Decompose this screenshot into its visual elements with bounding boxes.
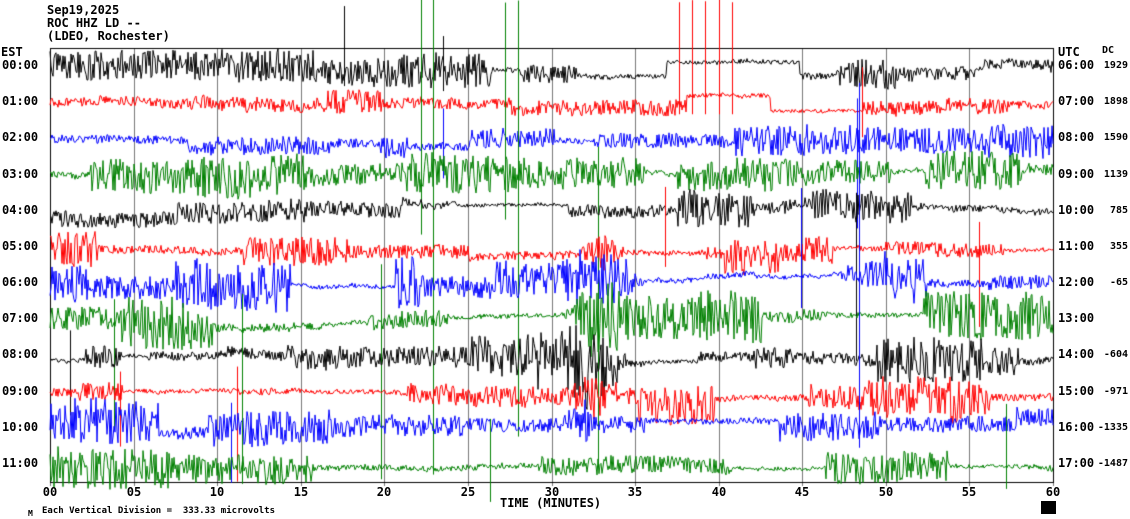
x-tick-label: 35 — [627, 485, 643, 499]
station-label: ROC HHZ LD -- — [47, 16, 141, 30]
x-tick-label: 30 — [544, 485, 560, 499]
utc-hour-label: 08:00 — [1058, 130, 1095, 144]
est-hour-label: 03:00 — [2, 167, 39, 181]
utc-hour-label: 06:00 — [1058, 58, 1095, 72]
utc-hour-label: 07:00 — [1058, 94, 1095, 108]
utc-hour-label: 17:00 — [1058, 456, 1095, 470]
scale-note: Each Vertical Division = 333.33 microvol… — [42, 506, 275, 516]
corner-block — [1041, 501, 1056, 514]
dc-value-label: 1139 — [1103, 169, 1128, 180]
dc-value-label: -1487 — [1097, 458, 1128, 469]
utc-hour-label: 09:00 — [1058, 167, 1095, 181]
x-axis-title: TIME (MINUTES) — [500, 496, 602, 510]
x-tick-label: 20 — [376, 485, 392, 499]
est-hour-label: 02:00 — [2, 130, 39, 144]
x-tick-label: 45 — [794, 485, 810, 499]
dc-value-label: -65 — [1109, 277, 1128, 288]
dc-value-label: -604 — [1103, 349, 1128, 360]
utc-hour-label: 13:00 — [1058, 311, 1095, 325]
est-hour-label: 10:00 — [2, 420, 39, 434]
x-tick-label: 40 — [711, 485, 727, 499]
x-tick-label: 05 — [126, 485, 142, 499]
est-hour-label: 06:00 — [2, 275, 39, 289]
est-axis-label: EST — [1, 45, 23, 59]
x-tick-label: 60 — [1045, 485, 1061, 499]
x-tick-label: 10 — [209, 485, 225, 499]
x-tick-label: 50 — [878, 485, 894, 499]
x-tick-label: 55 — [961, 485, 977, 499]
x-tick-label: 15 — [293, 485, 309, 499]
utc-hour-label: 15:00 — [1058, 384, 1095, 398]
utc-hour-label: 16:00 — [1058, 420, 1095, 434]
dc-value-label: -1335 — [1097, 422, 1128, 433]
dc-value-label: 1898 — [1103, 96, 1128, 107]
utc-hour-label: 14:00 — [1058, 347, 1095, 361]
x-tick-label: 25 — [460, 485, 476, 499]
dc-value-label: -971 — [1103, 386, 1128, 397]
dc-value-label: 1590 — [1103, 132, 1128, 143]
est-hour-label: 08:00 — [2, 347, 39, 361]
utc-hour-label: 12:00 — [1058, 275, 1095, 289]
utc-hour-label: 10:00 — [1058, 203, 1095, 217]
dc-axis-label: DC — [1102, 45, 1115, 56]
x-tick-label: 00 — [42, 485, 58, 499]
est-hour-label: 04:00 — [2, 203, 39, 217]
est-hour-label: 05:00 — [2, 239, 39, 253]
utc-hour-label: 11:00 — [1058, 239, 1095, 253]
network-label: (LDEO, Rochester) — [47, 29, 170, 43]
date-label: Sep19,2025 — [47, 3, 120, 17]
utc-axis-label: UTC — [1058, 45, 1080, 59]
est-hour-label: 07:00 — [2, 311, 39, 325]
dc-value-label — [1096, 313, 1128, 325]
est-hour-label: 11:00 — [2, 456, 39, 470]
scale-marker: M — [28, 509, 33, 518]
est-hour-label: 00:00 — [2, 58, 39, 72]
dc-value-label: 355 — [1109, 241, 1128, 252]
est-hour-label: 01:00 — [2, 94, 39, 108]
dc-value-label: 1929 — [1103, 60, 1128, 71]
est-hour-label: 09:00 — [2, 384, 39, 398]
dc-value-label: 785 — [1109, 205, 1128, 216]
